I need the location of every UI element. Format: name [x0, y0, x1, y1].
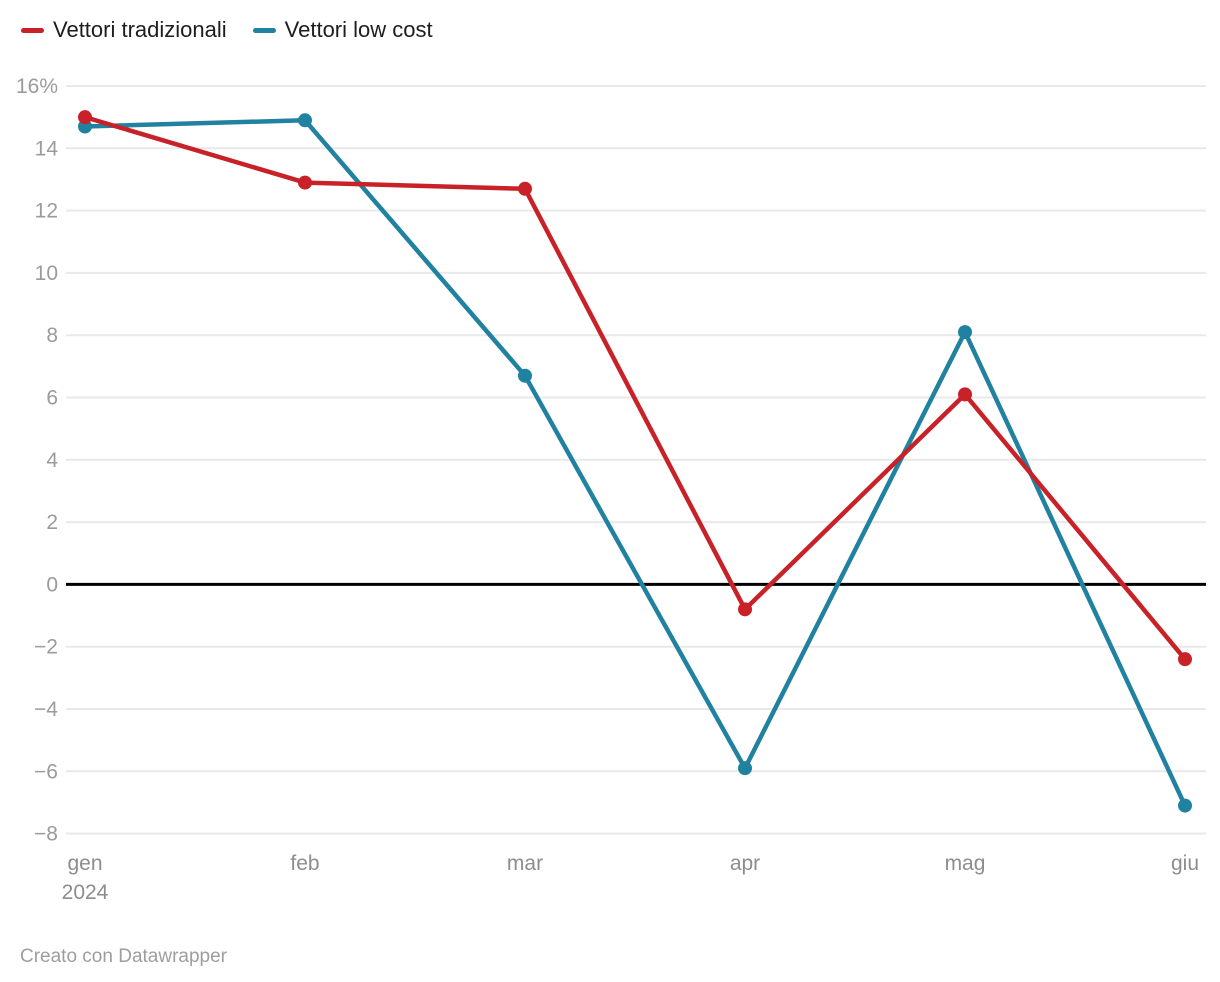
y-tick-label: −8	[34, 823, 58, 846]
credit-line: Creato con Datawrapper	[20, 946, 227, 967]
data-point-vettori-tradizionali-apr[interactable]	[738, 602, 752, 617]
legend: Vettori tradizionali Vettori low cost	[21, 16, 433, 44]
line-vettori-tradizionali	[82, 114, 1188, 662]
y-tick-label: 0	[46, 573, 58, 596]
y-tick-label: −2	[34, 636, 58, 659]
x-tick-label: mar	[507, 852, 543, 875]
data-point-vettori-low-cost-feb[interactable]	[298, 113, 312, 128]
data-point-vettori-tradizionali-feb[interactable]	[298, 175, 312, 190]
legend-swatch-teal	[252, 27, 276, 33]
legend-label: Vettori low cost	[284, 17, 433, 42]
y-tick-label: −4	[34, 698, 58, 721]
y-tick-label: 10	[35, 262, 58, 285]
data-point-vettori-low-cost-mar[interactable]	[518, 368, 532, 383]
legend-item-vettori-low-cost: Vettori low cost	[252, 16, 433, 44]
x-tick-label: gen	[67, 852, 102, 875]
x-axis-year-label: 2024	[62, 881, 109, 904]
x-tick-label: mag	[945, 852, 986, 875]
y-tick-label: 16%	[16, 75, 58, 98]
y-tick-label: 6	[46, 387, 58, 410]
y-tick-label: −6	[34, 760, 58, 783]
data-point-vettori-low-cost-giu[interactable]	[1178, 798, 1192, 813]
data-point-vettori-low-cost-apr[interactable]	[738, 761, 752, 776]
y-tick-label: 4	[46, 449, 58, 472]
data-point-vettori-tradizionali-mag[interactable]	[958, 387, 972, 402]
data-point-vettori-tradizionali-gen[interactable]	[78, 110, 92, 125]
data-point-vettori-low-cost-mag[interactable]	[958, 325, 972, 340]
x-tick-label: apr	[730, 852, 760, 875]
y-tick-label: 2	[46, 511, 58, 534]
x-tick-label: giu	[1171, 852, 1199, 875]
legend-item-vettori-tradizionali: Vettori tradizionali	[21, 16, 227, 44]
data-point-vettori-tradizionali-giu[interactable]	[1178, 652, 1192, 667]
y-tick-label: 14	[35, 137, 59, 160]
data-point-vettori-tradizionali-mar[interactable]	[518, 181, 532, 196]
legend-swatch-red	[21, 27, 44, 33]
line-vettori-low-cost	[82, 118, 1188, 808]
y-tick-label: 8	[46, 324, 58, 347]
legend-label: Vettori tradizionali	[53, 17, 227, 42]
x-tick-label: feb	[290, 852, 319, 875]
y-tick-label: 12	[35, 200, 58, 223]
